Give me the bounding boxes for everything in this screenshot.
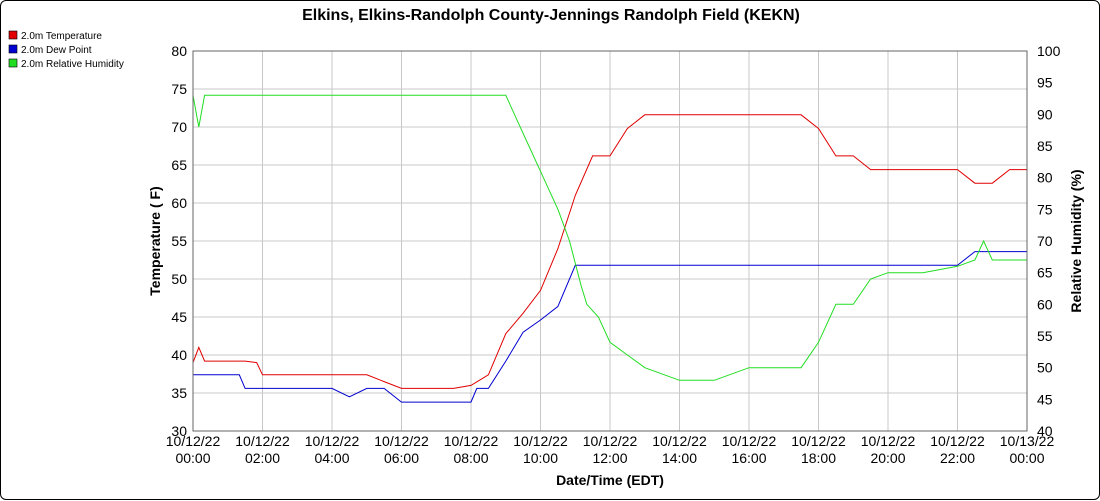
x-tick-date-label: 10/12/22 [444, 433, 499, 449]
x-tick-time-label: 04:00 [314, 450, 349, 466]
dew-point-line [193, 251, 1027, 403]
grid [192, 50, 1028, 432]
legend-swatch-dew-point [8, 44, 18, 54]
x-tick-time-label: 18:00 [801, 450, 836, 466]
series-layer [192, 94, 1027, 403]
x-tick-date-label: 10/12/22 [166, 433, 221, 449]
legend-swatch-temperature [8, 30, 18, 40]
legend: 2.0m Temperature 2.0m Dew Point 2.0m Rel… [8, 30, 124, 70]
y-axis-left-label: Temperature ( F) [147, 186, 163, 295]
x-tick-time-label: 06:00 [384, 450, 419, 466]
y-axis-right-label: Relative Humidity (%) [1068, 169, 1084, 312]
x-tick-time-label: 16:00 [731, 450, 766, 466]
x-tick-date-label: 10/12/22 [861, 433, 916, 449]
y-right-tick-label: 85 [1037, 138, 1053, 154]
y-left-tick-label: 30 [171, 423, 187, 439]
y-left-tick-label: 40 [171, 347, 187, 363]
legend-label-temperature: 2.0m Temperature [21, 31, 102, 42]
y-left-tick-label: 55 [171, 233, 187, 249]
y-left-tick-label: 70 [171, 119, 187, 135]
x-tick-time-label: 08:00 [453, 450, 488, 466]
x-tick-time-label: 00:00 [1009, 450, 1044, 466]
x-tick-time-label: 12:00 [592, 450, 627, 466]
y-right-tick-label: 90 [1037, 106, 1053, 122]
x-axis-label: Date/Time (EDT) [556, 472, 664, 488]
x-tick-time-label: 14:00 [662, 450, 697, 466]
y-right-tick-label: 55 [1037, 328, 1053, 344]
y-left-tick-label: 60 [171, 195, 187, 211]
x-tick-date-label: 10/12/22 [930, 433, 985, 449]
y-right-tick-label: 80 [1037, 170, 1053, 186]
y-left-tick-label: 75 [171, 81, 187, 97]
y-right-tick-label: 75 [1037, 201, 1053, 217]
x-tick-date-label: 10/12/22 [305, 433, 360, 449]
x-tick-time-label: 02:00 [245, 450, 280, 466]
x-tick-date-label: 10/12/22 [652, 433, 707, 449]
x-tick-date-label: 10/12/22 [583, 433, 638, 449]
y-right-tick-label: 70 [1037, 233, 1053, 249]
relative-humidity-line [192, 94, 1027, 381]
y-right-tick-label: 65 [1037, 265, 1053, 281]
legend-label-relative-humidity: 2.0m Relative Humidity [21, 59, 124, 70]
x-tick-date-label: 10/12/22 [374, 433, 429, 449]
y-right-tick-label: 100 [1037, 43, 1061, 59]
y-left-tick-label: 50 [171, 271, 187, 287]
x-tick-time-label: 10:00 [523, 450, 558, 466]
y-left-tick-label: 45 [171, 309, 187, 325]
y-axis-right-ticks: 40 45 50 55 60 65 70 75 80 85 90 95 100 [1037, 43, 1061, 439]
legend-label-dew-point: 2.0m Dew Point [21, 45, 92, 56]
y-right-tick-label: 50 [1037, 360, 1053, 376]
y-right-tick-label: 45 [1037, 391, 1053, 407]
y-right-tick-label: 95 [1037, 75, 1053, 91]
x-tick-time-label: 00:00 [175, 450, 210, 466]
x-tick-date-label: 10/13/22 [1000, 433, 1055, 449]
x-axis-ticks: 10/12/2200:0010/12/2202:0010/12/2204:001… [166, 433, 1055, 466]
x-tick-date-label: 10/12/22 [791, 433, 846, 449]
y-left-tick-label: 35 [171, 385, 187, 401]
plot-area-border [192, 50, 1028, 432]
x-tick-date-label: 10/12/22 [513, 433, 568, 449]
x-tick-date-label: 10/12/22 [722, 433, 777, 449]
y-right-tick-label: 60 [1037, 296, 1053, 312]
y-left-tick-label: 65 [171, 157, 187, 173]
temperature-line [192, 114, 1027, 389]
y-axis-left-ticks: 30 35 40 45 50 55 60 65 70 75 80 [171, 43, 187, 439]
x-tick-date-label: 10/12/22 [235, 433, 290, 449]
y-right-tick-label: 40 [1037, 423, 1053, 439]
chart-title: Elkins, Elkins-Randolph County-Jennings … [302, 7, 800, 24]
x-tick-time-label: 20:00 [870, 450, 905, 466]
y-left-tick-label: 80 [171, 43, 187, 59]
legend-swatch-relative-humidity [8, 58, 18, 68]
x-tick-time-label: 22:00 [940, 450, 975, 466]
